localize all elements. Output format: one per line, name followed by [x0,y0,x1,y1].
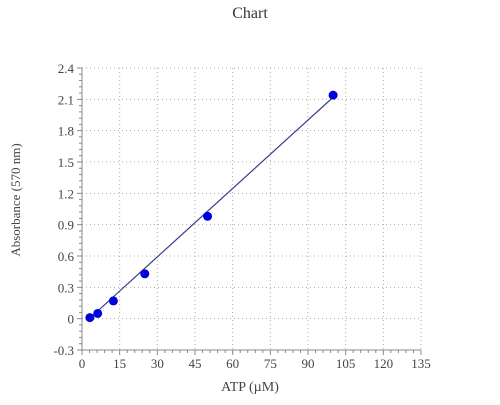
grid-layer [82,67,422,350]
x-tick-label: 120 [374,356,394,371]
data-point [140,269,150,279]
data-point [93,308,103,318]
y-tick-label: 0 [68,312,75,327]
x-tick-label: 30 [151,356,164,371]
y-tick-label: -0.3 [53,343,74,358]
y-tick-label: 2.4 [58,61,75,76]
data-point [85,313,95,323]
y-tick-label: 1.5 [58,155,74,170]
y-tick-label: 1.2 [58,186,74,201]
x-axis-label: ATP (µM) [221,380,279,395]
x-tick-label: 45 [189,356,202,371]
x-tick-label: 105 [336,356,356,371]
fit-line [89,96,334,319]
x-tick-label: 15 [113,356,126,371]
tick-layer: 0 15 30 45 60 75 90 105 120 135 -0.3 0 0.3 0.6 0.9 1.2 1… [53,61,430,371]
y-tick-label: 2.1 [58,92,74,107]
y-tick-label: 0.3 [58,280,74,295]
axis-layer [81,68,421,351]
x-tick-label: 135 [411,356,431,371]
y-tick-label: 0.9 [58,218,74,233]
y-axis-label: Absorbance (570 nm) [8,143,23,256]
x-tick-label: 60 [226,356,239,371]
y-tick-label: 1.8 [58,124,74,139]
data-point [203,211,213,221]
x-tick-label: 0 [79,356,86,371]
data-point [328,90,338,100]
y-tick-label: 0.6 [58,249,75,264]
x-tick-label: 90 [302,356,315,371]
series-layer [85,90,338,323]
x-tick-label: 75 [264,356,277,371]
data-point [108,296,118,306]
chart-title: Chart [232,5,268,22]
